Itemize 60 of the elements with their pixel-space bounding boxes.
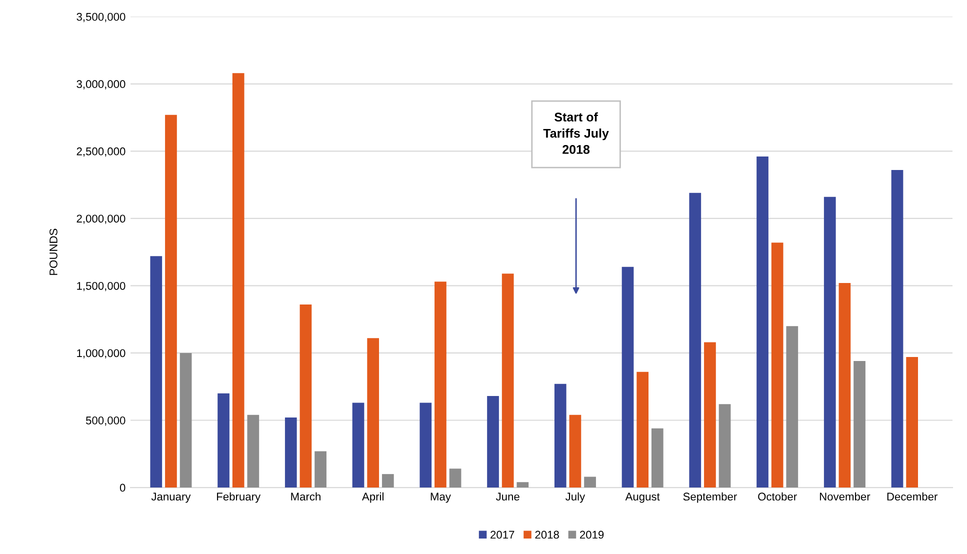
y-tick-label: 2,000,000	[76, 214, 126, 224]
bar	[689, 192, 702, 488]
x-tick-label: September	[683, 492, 737, 503]
bar	[891, 170, 904, 488]
bar	[756, 156, 768, 488]
x-tick-label: May	[430, 492, 451, 503]
bar	[771, 242, 784, 488]
bar	[569, 414, 582, 488]
x-tick-label: January	[151, 492, 191, 503]
bar	[367, 338, 380, 488]
y-tick-label: 500,000	[86, 416, 126, 426]
legend-label: 2018	[535, 530, 559, 539]
bar	[704, 342, 716, 488]
y-tick-label: 0	[120, 484, 126, 492]
y-axis-title: POUNDS	[50, 228, 58, 275]
bar	[554, 384, 566, 488]
bar	[502, 274, 514, 488]
x-tick-label: August	[625, 492, 660, 503]
bar	[636, 372, 649, 488]
x-tick-label: February	[217, 492, 261, 503]
bar	[284, 418, 297, 488]
bar	[516, 482, 529, 488]
y-tick-label: 1,500,000	[77, 282, 126, 292]
y-tick-label: 3,000,000	[76, 80, 126, 90]
y-tick-label: 1,000,000	[77, 349, 126, 358]
bar	[352, 402, 364, 488]
bar	[232, 73, 244, 488]
bar	[218, 393, 230, 488]
bar	[247, 414, 260, 488]
bar	[824, 196, 836, 488]
bar	[382, 474, 394, 488]
legend-label: 2017	[490, 530, 514, 539]
bar	[449, 468, 462, 488]
bar	[314, 451, 326, 488]
y-tick-label: 3,500,000	[76, 12, 126, 22]
bar	[165, 114, 177, 488]
bar	[420, 402, 432, 488]
x-tick-label: November	[820, 492, 870, 501]
bar	[906, 357, 918, 488]
bar	[622, 266, 634, 488]
bar	[300, 304, 312, 488]
bar	[786, 326, 798, 488]
x-tick-label: March	[291, 492, 320, 501]
x-tick-label: October	[758, 492, 797, 501]
x-tick-label: July	[566, 492, 586, 503]
x-tick-label: December	[887, 492, 938, 501]
bar	[487, 396, 499, 488]
y-tick-label: 2,500,000	[76, 147, 126, 157]
bar	[651, 428, 664, 488]
bar	[718, 404, 731, 488]
x-tick-label: April	[362, 492, 384, 503]
bar	[150, 256, 162, 488]
annotation: Start of Tariffs July 2018	[543, 112, 609, 154]
bar	[838, 283, 851, 488]
legend-label: 2019	[580, 530, 604, 539]
x-tick-label: June	[496, 492, 520, 501]
bar	[180, 352, 192, 488]
bar	[854, 361, 866, 488]
bar	[584, 476, 596, 488]
bar	[434, 282, 446, 488]
